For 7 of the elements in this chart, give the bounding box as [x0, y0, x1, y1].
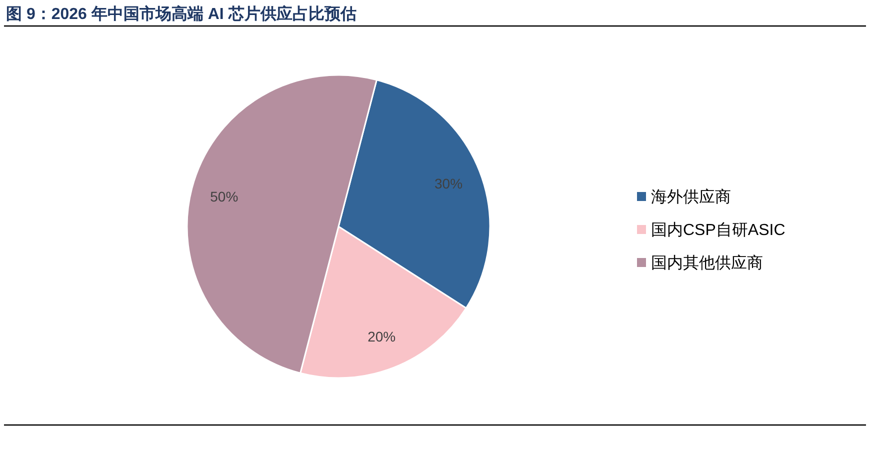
title: 图 9：2026 年中国市场高端 AI 芯片供应占比预估 [6, 6, 356, 23]
data-label: 20% [368, 328, 396, 345]
data-label: 30% [434, 175, 463, 192]
legend-label: 国内CSP自研ASIC [651, 221, 786, 239]
legend-label: 海外供应商 [651, 188, 731, 206]
legend-label: 国内其他供应商 [651, 254, 763, 272]
data-label: 50% [210, 188, 238, 205]
